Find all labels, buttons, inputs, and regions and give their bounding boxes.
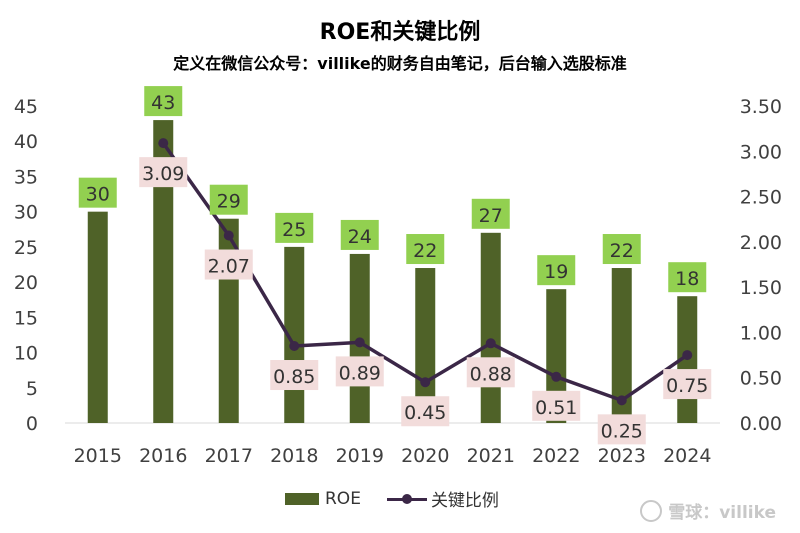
y-left-tick-label: 10 bbox=[14, 343, 38, 365]
bar-data-label-box bbox=[668, 262, 707, 293]
line-data-label-box bbox=[466, 357, 515, 388]
x-tick-label: 2020 bbox=[401, 445, 449, 467]
x-tick-label: 2022 bbox=[532, 445, 580, 467]
line-point-ratio bbox=[485, 338, 496, 349]
bar-data-label: 24 bbox=[348, 226, 372, 248]
legend: ROE 关键比例 bbox=[285, 486, 499, 511]
y-right-tick-label: 1.50 bbox=[740, 277, 782, 299]
y-left-tick-label: 45 bbox=[14, 96, 38, 118]
line-data-label-box bbox=[139, 157, 188, 188]
line-point-ratio bbox=[289, 341, 300, 352]
line-data-label-box bbox=[663, 369, 712, 400]
legend-swatch-ratio bbox=[386, 493, 427, 505]
legend-label-ratio: 关键比例 bbox=[430, 491, 499, 511]
y-left-tick-label: 15 bbox=[14, 307, 38, 329]
watermark-text: 雪球：villike bbox=[668, 503, 776, 523]
y-left-tick-label: 35 bbox=[14, 166, 38, 188]
bar-data-label: 30 bbox=[86, 184, 110, 206]
bar-roe bbox=[480, 232, 501, 423]
line-data-label: 0.89 bbox=[339, 362, 381, 384]
bar-data-label-box bbox=[209, 184, 248, 215]
bar-data-label: 27 bbox=[479, 205, 503, 227]
bar-data-label: 29 bbox=[217, 191, 241, 213]
y-right-tick-label: 3.00 bbox=[740, 141, 782, 163]
y-right-tick-label: 2.00 bbox=[740, 232, 782, 254]
bar-data-label-box bbox=[537, 255, 576, 286]
bar-data-label-box bbox=[340, 219, 379, 250]
bar-roe bbox=[153, 120, 174, 423]
bar-data-label-box bbox=[471, 198, 510, 229]
legend-label-roe: ROE bbox=[325, 488, 361, 509]
x-tick-label: 2018 bbox=[270, 445, 318, 467]
y-left-tick-label: 40 bbox=[14, 131, 38, 153]
bar-data-label-box bbox=[78, 177, 117, 208]
y-left-tick-label: 5 bbox=[26, 378, 38, 400]
bar-roe bbox=[611, 268, 632, 423]
y-left-tick-label: 30 bbox=[14, 202, 38, 224]
line-data-label: 0.88 bbox=[470, 363, 512, 385]
line-point-ratio bbox=[223, 230, 234, 241]
chart-subtitle: 定义在微信公众号：villike的财务自由笔记，后台输入选股标准 bbox=[173, 54, 627, 73]
bar-data-label: 25 bbox=[282, 219, 306, 241]
line-point-ratio bbox=[158, 138, 169, 149]
bar-data-label-box bbox=[144, 86, 183, 117]
snowball-logo-icon bbox=[640, 499, 663, 522]
watermark: 雪球：villike bbox=[640, 498, 776, 523]
bar-data-label: 19 bbox=[544, 261, 568, 283]
line-data-label: 0.25 bbox=[601, 420, 643, 442]
bar-data-label: 43 bbox=[151, 92, 175, 114]
line-data-label-box bbox=[401, 396, 450, 427]
line-data-label: 0.51 bbox=[535, 397, 577, 419]
chart-title: ROE和关键比例 bbox=[319, 20, 481, 45]
y-left-tick-label: 20 bbox=[14, 272, 38, 294]
line-data-label-box bbox=[335, 356, 384, 387]
bar-roe bbox=[546, 289, 567, 423]
x-tick-label: 2021 bbox=[467, 445, 515, 467]
bar-data-label: 22 bbox=[413, 240, 437, 262]
bar-data-label-box bbox=[275, 212, 314, 243]
bar-data-label: 18 bbox=[675, 268, 699, 290]
line-data-label: 0.85 bbox=[273, 366, 315, 388]
line-data-label: 3.09 bbox=[142, 163, 184, 185]
line-data-label-box bbox=[270, 360, 319, 391]
line-data-label-box bbox=[532, 390, 581, 421]
y-right-tick-label: 3.50 bbox=[740, 96, 782, 118]
x-tick-label: 2017 bbox=[205, 445, 253, 467]
bar-roe bbox=[415, 268, 436, 423]
line-point-ratio bbox=[616, 395, 627, 406]
y-right-tick-label: 0.50 bbox=[740, 368, 782, 390]
x-tick-label: 2019 bbox=[336, 445, 384, 467]
y-left-tick-label: 25 bbox=[14, 237, 38, 259]
line-data-label: 2.07 bbox=[208, 256, 250, 278]
line-data-label: 0.75 bbox=[666, 375, 708, 397]
y-right-tick-label: 1.00 bbox=[740, 322, 782, 344]
line-point-ratio bbox=[354, 337, 365, 348]
y-right-tick-label: 0.00 bbox=[740, 413, 782, 435]
line-data-label-box bbox=[597, 414, 646, 445]
x-tick-label: 2016 bbox=[139, 445, 187, 467]
legend-swatch-roe bbox=[285, 492, 319, 505]
line-point-ratio bbox=[420, 377, 431, 388]
x-tick-label: 2015 bbox=[74, 445, 122, 467]
line-point-ratio bbox=[682, 350, 693, 361]
y-left-tick-label: 0 bbox=[26, 413, 38, 435]
line-point-ratio bbox=[551, 371, 562, 382]
bar-data-label-box bbox=[602, 234, 641, 265]
y-right-tick-label: 2.50 bbox=[740, 187, 782, 209]
bar-data-label: 22 bbox=[610, 240, 634, 262]
line-data-label-box bbox=[204, 249, 253, 280]
x-tick-label: 2023 bbox=[598, 445, 646, 467]
x-tick-label: 2024 bbox=[663, 445, 711, 467]
bar-data-label-box bbox=[406, 234, 445, 265]
line-data-label: 0.45 bbox=[404, 402, 446, 424]
bar-roe bbox=[87, 211, 108, 423]
